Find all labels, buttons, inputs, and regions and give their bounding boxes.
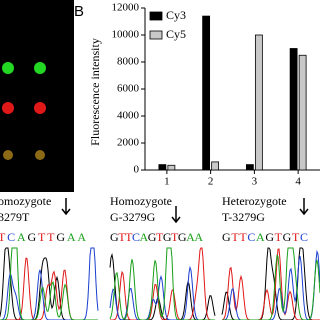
bar bbox=[254, 34, 263, 171]
chromatogram-trace bbox=[221, 247, 320, 320]
bar bbox=[289, 48, 298, 171]
legend-swatch bbox=[149, 11, 163, 21]
legend-label: Cy5 bbox=[166, 27, 186, 41]
x-tick-label: 1 bbox=[164, 176, 170, 188]
genotype-title: Heterozygote bbox=[222, 194, 287, 208]
bar bbox=[202, 15, 211, 171]
y-tick-label: 12000 bbox=[112, 2, 140, 14]
chromatogram-trace bbox=[0, 247, 98, 320]
x-tick-label: 2 bbox=[208, 176, 214, 188]
chromatogram-trace bbox=[0, 247, 98, 320]
y-tick-label: 10000 bbox=[112, 29, 140, 41]
chromatogram-trace bbox=[110, 247, 215, 320]
y-axis-label: Fluorescence intensity bbox=[88, 38, 102, 146]
red-spot bbox=[2, 102, 14, 114]
genotype-title: Homozygote bbox=[110, 194, 172, 208]
green-spot bbox=[34, 62, 46, 74]
bar bbox=[158, 164, 167, 171]
chromatogram-trace bbox=[0, 257, 98, 320]
y-tick-label: 4000 bbox=[117, 110, 140, 122]
panel-label: B bbox=[74, 3, 84, 20]
genotype-title: omozygote bbox=[0, 194, 51, 208]
orange-spot bbox=[3, 150, 13, 160]
orange-spot bbox=[35, 150, 45, 160]
x-tick-label: 4 bbox=[295, 176, 301, 188]
red-spot bbox=[34, 102, 46, 114]
bar bbox=[167, 164, 176, 171]
bar bbox=[211, 161, 220, 171]
y-tick-label: 2000 bbox=[117, 137, 140, 149]
y-tick-label: 8000 bbox=[117, 56, 140, 68]
base-sequence: GTTCAGTGTGAA bbox=[110, 230, 203, 244]
base-sequence: GTTCAGTGTC bbox=[222, 230, 308, 244]
green-spot bbox=[2, 62, 14, 74]
chromatogram-trace bbox=[109, 247, 215, 320]
x-tick-label: 3 bbox=[252, 176, 258, 188]
bar bbox=[245, 164, 254, 171]
y-tick-label: 0 bbox=[134, 164, 140, 176]
chromatogram-trace bbox=[109, 265, 215, 320]
microarray-image bbox=[0, 0, 74, 192]
legend-label: Cy3 bbox=[166, 8, 186, 22]
legend-swatch bbox=[149, 30, 163, 40]
genotype-name: G-3279G bbox=[110, 210, 156, 224]
arrows bbox=[61, 198, 309, 224]
y-tick-label: 6000 bbox=[117, 83, 140, 95]
genotype-name: T-3279G bbox=[222, 210, 265, 224]
bar bbox=[298, 54, 307, 171]
genotype-name: 3279T bbox=[0, 210, 30, 224]
chromatogram-trace bbox=[221, 248, 320, 320]
